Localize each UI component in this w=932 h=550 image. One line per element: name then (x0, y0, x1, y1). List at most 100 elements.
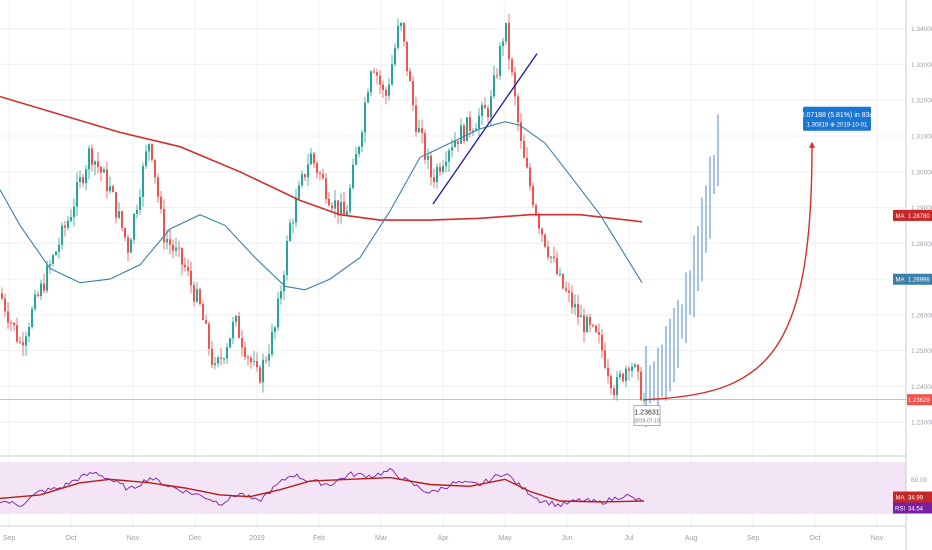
projection-bars[interactable] (645, 114, 719, 428)
candle-body (166, 239, 168, 243)
candle-body (571, 292, 573, 308)
candle-body (238, 315, 240, 338)
candle-body (580, 315, 582, 318)
time-axis-label: Sep (3, 535, 16, 542)
candle-body (412, 81, 414, 106)
candle-body (187, 267, 189, 271)
price-axis-label: 1.29000 (911, 205, 932, 212)
candle-body (196, 289, 198, 302)
trendline[interactable] (432, 53, 538, 205)
price-axis-label: 1.28000 (911, 241, 932, 248)
candlestick-series[interactable] (1, 14, 645, 405)
candle-body (544, 234, 546, 247)
candle-body (430, 155, 432, 178)
candle-body (637, 364, 639, 372)
candle-body (364, 102, 366, 133)
candle-body (151, 144, 153, 160)
candle-body (313, 153, 315, 164)
candle-body (604, 350, 606, 368)
axis-badge (907, 273, 932, 285)
time-axis-label: May (498, 535, 512, 542)
candle-body (337, 200, 339, 216)
candle-body (220, 357, 222, 359)
axis-badge-value: 34.54 (908, 507, 924, 513)
candle-body (523, 140, 525, 158)
candle-body (361, 132, 363, 147)
candle-body (442, 165, 444, 172)
candle-body (460, 125, 462, 144)
candle-body (463, 125, 465, 141)
candle-body (589, 316, 591, 325)
candle-body (454, 140, 456, 147)
annotation-labels[interactable]: 0.07188 (5.81%) in 83d 1.30819 ⊕ 2019-10-… (633, 106, 873, 427)
axis-badge-prefix (893, 502, 907, 514)
time-axis-label: Oct (66, 535, 77, 542)
projection-curve[interactable] (643, 141, 815, 401)
candle-body (292, 222, 294, 224)
candle-body (79, 177, 81, 183)
candle-body (160, 196, 162, 210)
moving-average-lines[interactable] (0, 95, 643, 291)
candle-body (538, 215, 540, 229)
candle-body (601, 334, 603, 351)
candle-body (70, 217, 72, 221)
candle-body (628, 368, 630, 371)
axis-badge-prefix (893, 209, 907, 221)
candle-body (529, 167, 531, 187)
candle-body (418, 128, 420, 133)
rsi-lines[interactable] (0, 467, 645, 508)
candle-body (592, 324, 594, 326)
candle-body (331, 205, 333, 209)
candle-body (316, 163, 318, 173)
candle-body (211, 348, 213, 365)
candle-body (319, 172, 321, 174)
candle-body (217, 357, 219, 364)
candle-body (334, 200, 336, 209)
candle-body (46, 265, 48, 291)
candle-body (37, 294, 39, 297)
candle-body (586, 316, 588, 333)
candle-body (634, 364, 636, 367)
candle-body (55, 251, 57, 256)
measure-label-box (803, 106, 871, 131)
candle-body (310, 153, 312, 165)
time-axis-label: Sep (747, 535, 760, 542)
candle-body (40, 283, 42, 297)
candle-body (268, 354, 270, 361)
candle-body (115, 192, 117, 218)
candle-body (643, 399, 645, 401)
candle-body (232, 321, 234, 339)
candle-body (82, 177, 84, 184)
candle-body (157, 177, 159, 197)
candle-body (265, 359, 267, 361)
rsi-axis-label: 60.00 (911, 477, 928, 484)
candle-body (214, 363, 216, 365)
candle-body (466, 117, 468, 141)
axis-badge-prefix-text: MA (896, 496, 905, 502)
candle-body (76, 182, 78, 207)
axis-badge-prefix-text: RSI (895, 507, 905, 513)
time-axis-label: Nov (127, 535, 140, 542)
trendline-segment (432, 53, 538, 205)
candle-body (535, 205, 537, 216)
candle-body (97, 161, 99, 167)
axis-badge-value: 1.26996 (908, 278, 930, 284)
price-axis-label: 1.32000 (911, 98, 932, 105)
last-price-marker-date: 2019-07-10 (634, 419, 660, 425)
candle-body (505, 22, 507, 42)
candle-body (553, 256, 555, 259)
axis-badge-prefix-text: MA (896, 278, 905, 284)
candle-body (73, 206, 75, 218)
candle-body (283, 275, 285, 292)
candle-body (457, 140, 459, 144)
candle-body (85, 169, 87, 184)
candle-body (346, 211, 348, 216)
candle-body (616, 377, 618, 396)
candle-body (286, 240, 288, 276)
time-axis-label: 2019 (249, 535, 265, 542)
candle-body (520, 122, 522, 141)
candle-body (469, 117, 471, 132)
time-axis-label: Feb (313, 535, 325, 542)
candle-body (19, 341, 21, 343)
